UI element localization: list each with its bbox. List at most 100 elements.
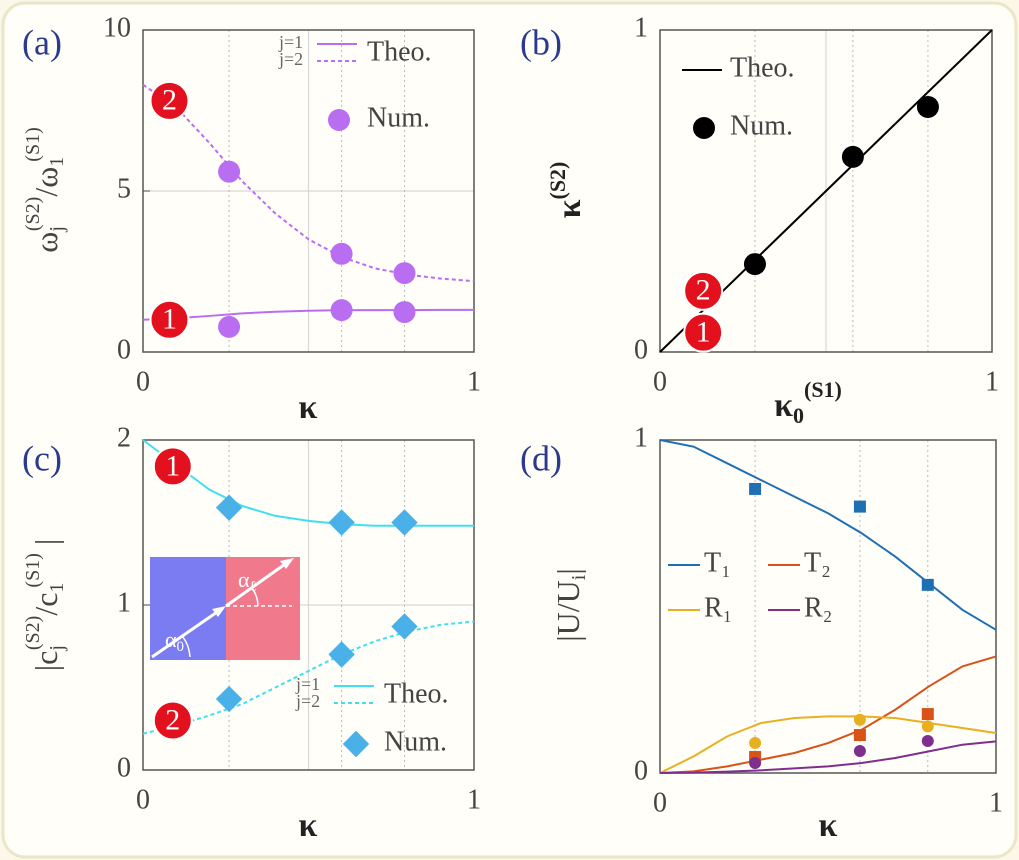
marker — [841, 145, 864, 168]
legend-label: j=2 — [278, 49, 303, 69]
x-tick-label: 1 — [989, 787, 1003, 818]
marker — [342, 730, 370, 758]
x-tick-label: 1 — [467, 366, 481, 397]
arrowhead — [212, 606, 226, 617]
y-tick-label: 0 — [117, 334, 131, 365]
marker — [749, 757, 762, 770]
y-axis-label: ωj(S2)/ω1(S1) — [22, 127, 68, 252]
legend-label: Theo. — [384, 678, 449, 709]
legend-label: j=2 — [295, 691, 320, 711]
line — [142, 308, 474, 321]
inset-label: α0 — [165, 627, 184, 655]
medium-left — [150, 557, 226, 660]
marker — [921, 708, 934, 721]
legend-label: Theo. — [730, 52, 795, 83]
annotation: 1 — [162, 303, 177, 336]
marker — [853, 745, 866, 758]
angle-arc — [251, 587, 259, 607]
y-tick-label: 0 — [634, 755, 648, 786]
x-axis-label: κ — [819, 807, 838, 844]
legend-label: T₁ — [704, 547, 731, 578]
marker — [693, 117, 715, 139]
marker — [916, 95, 939, 118]
marker — [853, 713, 866, 726]
x-axis-label: κ0(S1) — [774, 377, 842, 428]
y-axis-label: |U/Ui| — [550, 568, 589, 641]
marker — [393, 301, 416, 324]
arrow-out — [225, 560, 289, 608]
annotation: 2 — [696, 274, 711, 307]
annotation-badge — [152, 446, 193, 487]
marker — [853, 500, 866, 513]
angle-arc — [182, 636, 191, 658]
x-tick-label: 0 — [136, 784, 150, 815]
legend-label: Theo. — [367, 36, 432, 67]
y-tick-label: 10 — [103, 12, 131, 43]
inset-label: αℓ — [238, 567, 257, 595]
x-axis-label: κ — [299, 389, 318, 426]
line — [659, 715, 997, 774]
y-tick-label: 1 — [634, 12, 648, 43]
annotation-badge — [152, 700, 193, 741]
panel-label: (a) — [22, 22, 62, 62]
annotation-badge — [683, 270, 724, 311]
legend-label: j=1 — [295, 674, 320, 694]
arrowhead — [280, 558, 294, 569]
axes-box — [659, 439, 997, 774]
marker — [749, 737, 762, 750]
marker — [328, 509, 355, 536]
legend-label: j=1 — [278, 32, 303, 52]
line — [142, 439, 474, 527]
annotation-badge — [683, 312, 724, 353]
marker — [218, 315, 241, 338]
panel-label: (c) — [22, 438, 62, 478]
legend-label: Num. — [730, 110, 793, 141]
marker — [328, 109, 350, 131]
marker — [743, 253, 766, 276]
inset-diagram: αℓ α0 — [150, 557, 300, 660]
x-tick-label: 0 — [653, 366, 667, 397]
marker — [393, 262, 416, 285]
marker — [921, 735, 934, 748]
marker — [218, 160, 241, 183]
marker — [853, 729, 866, 742]
y-tick-label: 0 — [634, 334, 648, 365]
legend-label: R₁ — [704, 592, 732, 623]
annotation: 2 — [162, 84, 177, 117]
y-tick-label: 5 — [117, 173, 131, 204]
y-tick-label: 1 — [117, 587, 131, 618]
x-axis-label: κ — [299, 807, 318, 844]
x-tick-label: 1 — [985, 366, 999, 397]
marker — [328, 641, 355, 668]
x-tick-label: 0 — [136, 366, 150, 397]
legend-label: Num. — [367, 102, 430, 133]
axes-box — [659, 29, 993, 353]
annotation-badge — [149, 80, 190, 121]
x-tick-label: 0 — [653, 787, 667, 818]
y-tick-label: 1 — [634, 422, 648, 453]
line — [659, 740, 997, 774]
marker — [749, 482, 762, 495]
arrow-in — [151, 608, 221, 659]
panel-label: (d) — [520, 438, 562, 478]
y-axis-label: κ(S2) — [545, 162, 588, 219]
marker — [921, 720, 934, 733]
legend-label: R₂ — [804, 592, 832, 623]
annotation: 1 — [165, 449, 180, 482]
line — [142, 620, 475, 735]
legend-label: T₂ — [804, 547, 831, 578]
marker — [391, 613, 418, 640]
annotation: 1 — [696, 316, 711, 349]
annotation-badge — [149, 299, 190, 340]
legend-label: Num. — [384, 726, 447, 757]
line — [659, 655, 997, 774]
panel-label: (b) — [520, 22, 562, 62]
medium-right — [226, 557, 300, 660]
marker — [921, 578, 934, 591]
marker — [330, 299, 353, 322]
y-tick-label: 0 — [117, 752, 131, 783]
marker — [330, 242, 353, 265]
line — [142, 83, 475, 283]
marker — [391, 509, 418, 536]
